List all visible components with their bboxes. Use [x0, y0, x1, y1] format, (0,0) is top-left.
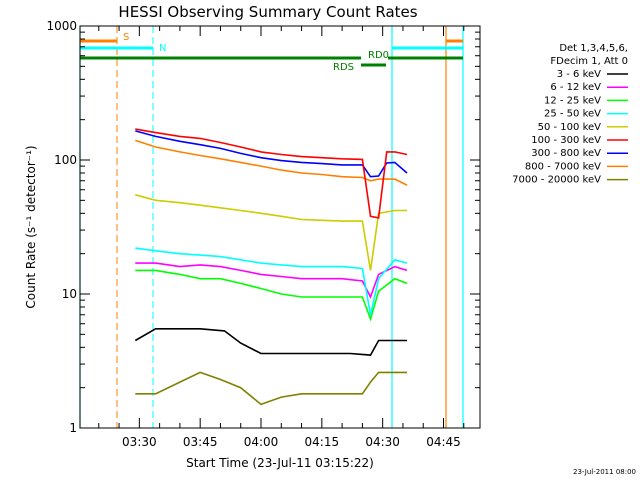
axes: 1 10 100 1000 03:30 03:45 04:00 04:15 04:30 04:45 — [46, 19, 480, 449]
x-tick-label-4: 04:30 — [365, 435, 400, 449]
series-line-7000-20000-kev — [135, 371, 407, 406]
series-line-6-12-kev — [135, 262, 408, 300]
flag-label-night: N — [159, 43, 166, 54]
flag-label-rds: RDS — [333, 62, 354, 73]
flag-label-saa: S — [123, 32, 129, 43]
legend-header-line-1: Det 1,3,4,5,6, — [559, 43, 628, 54]
y-tick-label-1000: 1000 — [46, 19, 77, 33]
series-line-12-25-kev — [135, 269, 408, 322]
series-line-300-800-kev — [135, 130, 408, 178]
legend: 3 - 6 keV 6 - 12 keV 12 - 25 keV 25 - 50 ke… — [512, 69, 628, 186]
y-tick-label-100: 100 — [54, 153, 77, 167]
legend-label-0: 3 - 6 keV — [557, 69, 601, 80]
legend-label-7: 800 - 7000 keV — [525, 161, 601, 172]
y-axis-label: Count Rate (s⁻¹ detector⁻¹) — [24, 145, 38, 308]
x-tick-label-0: 03:30 — [122, 435, 157, 449]
series-line-100-300-kev — [135, 128, 408, 219]
x-tick-label-5: 04:45 — [426, 435, 461, 449]
legend-label-8: 7000 - 20000 keV — [512, 175, 601, 186]
series-line-50-100-kev — [135, 194, 407, 271]
x-axis-label: Start Time (23-Jul-11 03:15:22) — [186, 456, 374, 470]
y-tick-label-10: 10 — [62, 287, 77, 301]
legend-label-5: 100 - 300 keV — [531, 135, 601, 146]
data-series — [134, 128, 408, 406]
series-line-800-7000-kev — [135, 139, 408, 186]
legend-label-2: 12 - 25 keV — [544, 95, 601, 106]
legend-label-4: 50 - 100 keV — [538, 122, 602, 133]
y-tick-label-1: 1 — [69, 421, 77, 435]
series-line-3-6-kev — [134, 327, 407, 356]
plot-frame — [79, 25, 481, 429]
legend-label-3: 25 - 50 keV — [544, 109, 601, 120]
flag-label-rd0: RD0 — [368, 50, 389, 61]
timestamp: 23-Jul-2011 08:00 — [573, 468, 636, 476]
legend-label-1: 6 - 12 keV — [550, 82, 601, 93]
legend-label-6: 300 - 800 keV — [531, 148, 601, 159]
x-tick-label-2: 04:00 — [244, 435, 279, 449]
x-tick-label-1: 03:45 — [183, 435, 218, 449]
observing-flags: S N RD0 RDS — [79, 26, 464, 428]
legend-header-line-2: FDecim 1, Att 0 — [550, 56, 628, 67]
x-tick-label-3: 04:15 — [305, 435, 340, 449]
chart-title: HESSI Observing Summary Count Rates — [118, 3, 417, 21]
series-line-25-50-kev — [135, 247, 408, 315]
